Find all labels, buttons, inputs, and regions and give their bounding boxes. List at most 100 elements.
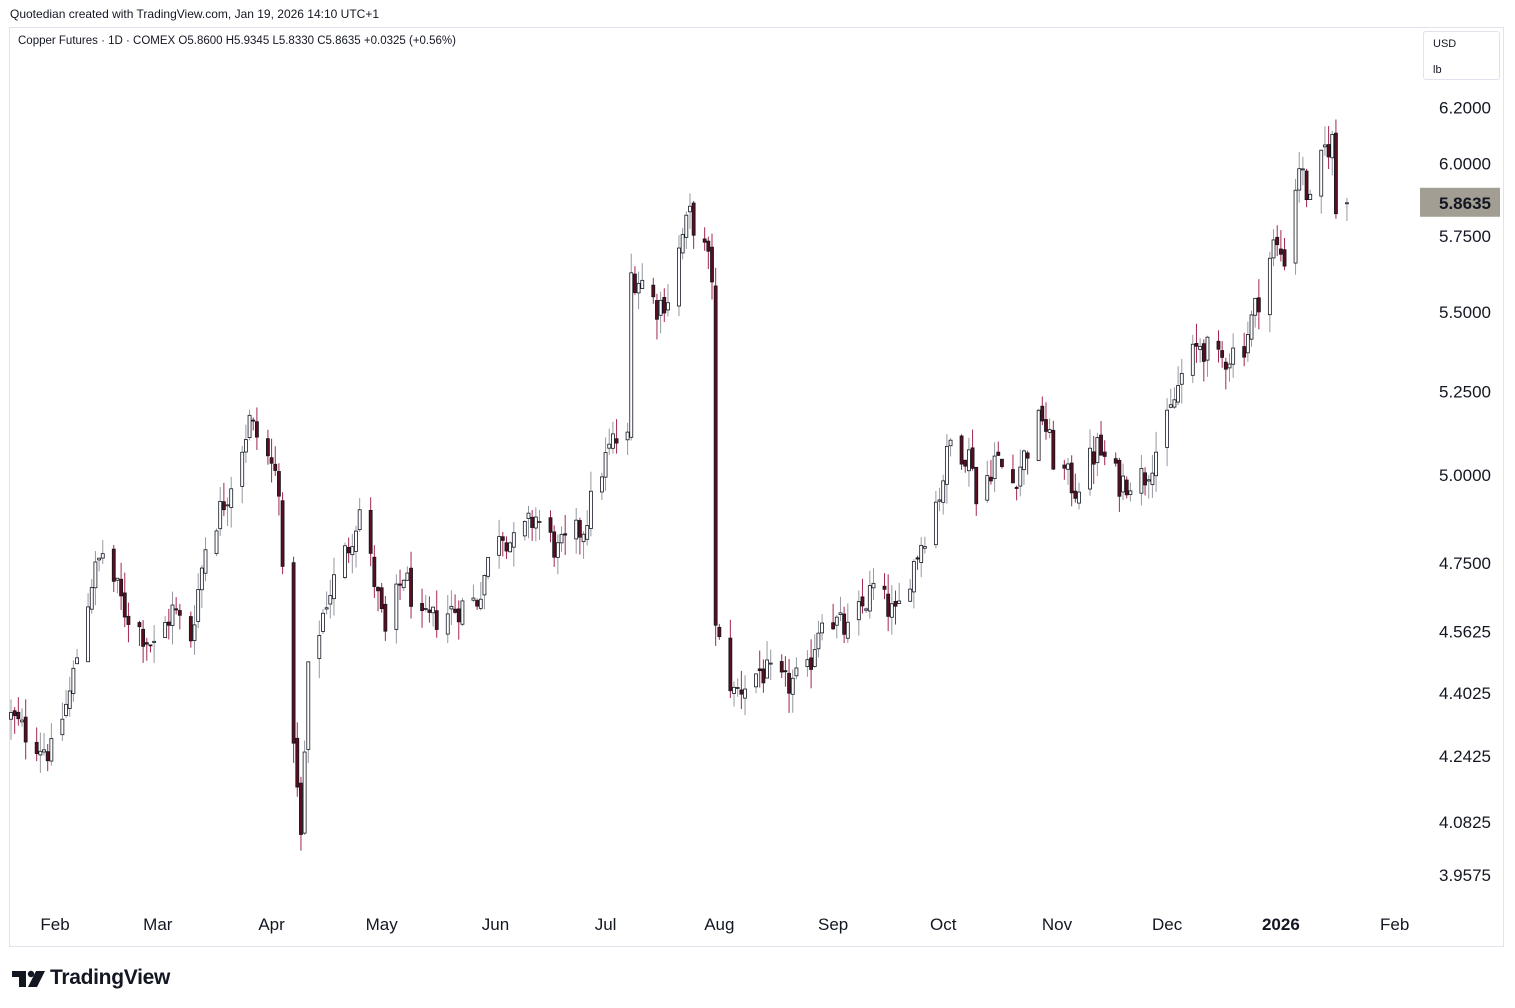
y-tick-label: 4.5625 — [1439, 623, 1491, 642]
y-tick-label: 4.7500 — [1439, 554, 1491, 573]
candle-body — [588, 490, 593, 529]
candle-body — [221, 501, 226, 511]
candle-body — [989, 476, 993, 482]
candle-body — [739, 689, 744, 695]
y-tick-label: 5.0000 — [1439, 466, 1491, 485]
candle-body — [937, 499, 942, 502]
candle-body — [423, 608, 428, 610]
candle-body — [508, 542, 513, 553]
candle-body — [1022, 450, 1026, 471]
ohlc-low: L5.8330 — [272, 35, 315, 47]
ohlc-open: O5.8600 — [178, 35, 223, 47]
candle-body — [255, 421, 259, 438]
candle-body — [93, 561, 98, 589]
candle-body — [1179, 373, 1184, 385]
candle-body — [64, 703, 68, 717]
candle-body — [486, 556, 491, 577]
symbol-name[interactable]: Copper Futures · 1D · COMEX — [18, 35, 176, 47]
candle-body — [812, 649, 817, 667]
candle-body — [526, 512, 531, 519]
candle-body — [688, 205, 692, 213]
candle-body — [67, 690, 72, 709]
candle-body — [1018, 466, 1023, 487]
candle-body — [1143, 472, 1147, 486]
currency-unit-selector[interactable]: USD lb — [1423, 31, 1500, 80]
candle-body — [229, 488, 234, 508]
x-tick-label: Feb — [40, 915, 69, 934]
y-tick-label: 5.5000 — [1439, 303, 1491, 322]
last-price-label: 5.8635 — [1439, 194, 1491, 213]
x-tick-label: 2026 — [1262, 915, 1300, 934]
candle-body — [126, 615, 131, 625]
y-tick-label: 4.4025 — [1439, 684, 1491, 703]
candle-body — [280, 500, 285, 567]
candle-body — [1121, 475, 1125, 493]
candle-body — [599, 476, 604, 493]
candle-body — [122, 592, 127, 618]
candle-body — [291, 562, 296, 744]
candle-body — [405, 572, 410, 581]
tradingview-logo[interactable]: TradingView — [12, 966, 170, 990]
candle-body — [1176, 385, 1181, 403]
candle-body — [845, 621, 850, 639]
candle-body — [640, 279, 645, 289]
candle-body — [170, 604, 175, 626]
candle-body — [75, 657, 79, 665]
currency-label: USD — [1433, 38, 1457, 50]
candle-body — [1099, 434, 1103, 456]
candle-body — [911, 561, 916, 593]
candle-body — [1036, 409, 1041, 461]
candle-body — [651, 284, 656, 298]
x-tick-label: Apr — [258, 915, 285, 934]
candle-body — [328, 595, 333, 605]
candle-body — [948, 439, 953, 447]
candle-body — [548, 517, 553, 533]
candle-body — [1014, 486, 1019, 489]
candle-body — [376, 586, 380, 592]
candle-body — [684, 214, 689, 238]
candle-body — [680, 234, 685, 254]
candle-body — [434, 610, 439, 630]
y-tick-label: 6.0000 — [1439, 154, 1491, 173]
candle-body — [269, 457, 274, 464]
candle-body — [1077, 491, 1081, 504]
y-tick-label: 5.7500 — [1439, 227, 1491, 246]
candle-body — [1102, 451, 1107, 457]
candle-body — [1267, 257, 1272, 316]
candle-body — [1275, 236, 1280, 246]
x-tick-label: May — [366, 915, 399, 934]
candle-body — [974, 466, 979, 505]
ohlc-high: H5.9345 — [225, 35, 270, 47]
candle-body — [809, 657, 813, 670]
candle-body — [1220, 350, 1225, 358]
candle-body — [768, 662, 773, 665]
candle-body — [478, 598, 483, 609]
candle-body — [908, 588, 913, 602]
candle-body — [1323, 144, 1327, 148]
candle-body — [137, 622, 142, 628]
candle-body — [20, 719, 24, 723]
candle-body — [611, 433, 615, 449]
candle-body — [933, 501, 938, 546]
candle-body — [350, 546, 355, 556]
candle-body — [754, 673, 758, 688]
candle-body — [409, 567, 413, 607]
candle-body — [166, 621, 171, 626]
candle-body — [1282, 249, 1287, 267]
candle-body — [1253, 297, 1258, 316]
candle-body — [177, 610, 182, 616]
candle-body — [1249, 314, 1254, 340]
candle-body — [1066, 463, 1070, 470]
candle-body — [34, 741, 39, 754]
candle-body — [45, 751, 50, 762]
candle-body — [1345, 202, 1349, 205]
candle-body — [1051, 429, 1056, 470]
symbol-legend[interactable]: Copper Futures · 1D · COMEX O5.8600 H5.9… — [18, 35, 456, 47]
candle-body — [842, 613, 847, 635]
y-tick-label: 4.0825 — [1439, 813, 1491, 832]
candle-body — [1256, 297, 1261, 313]
candle-body — [574, 519, 579, 540]
candle-body — [23, 716, 28, 743]
candle-body — [504, 542, 509, 552]
